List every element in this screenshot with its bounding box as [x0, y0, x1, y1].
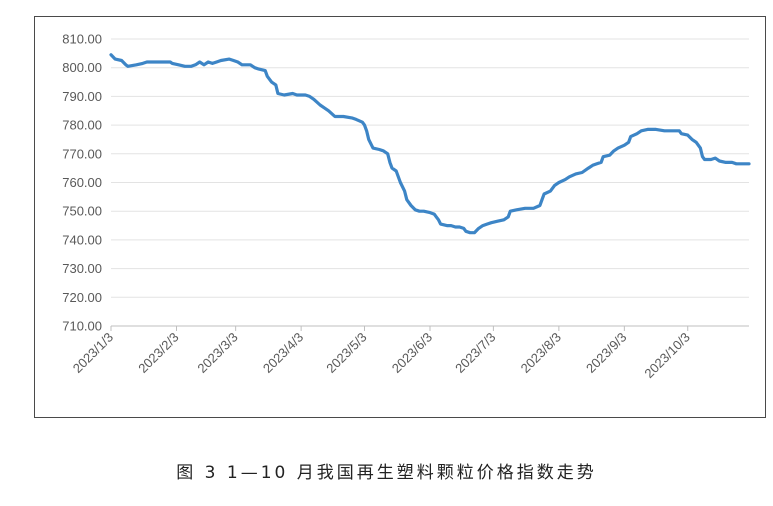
y-tick-label: 760.00: [62, 175, 102, 190]
y-tick-label: 790.00: [62, 89, 102, 104]
y-tick-label: 710.00: [62, 319, 102, 334]
x-tick-label: 2023/10/3: [641, 330, 693, 382]
series-line: [109, 53, 751, 235]
y-tick-label: 770.00: [62, 146, 102, 161]
y-tick-label: 810.00: [62, 32, 102, 47]
grid-lines: [111, 38, 749, 327]
series-layer: [109, 53, 751, 235]
y-tick-label: 800.00: [62, 60, 102, 75]
x-tick-label: 2023/6/3: [389, 330, 435, 376]
y-tick-label: 780.00: [62, 118, 102, 133]
x-tick-label: 2023/5/3: [323, 330, 369, 376]
y-tick-label: 740.00: [62, 232, 102, 247]
x-tick-label: 2023/1/3: [70, 330, 116, 376]
y-axis: 710.00 720.00 730.00 740.00 750.00 760.00 770.…: [62, 32, 102, 334]
x-tick-label: 2023/2/3: [135, 330, 181, 376]
x-tick-label: 2023/9/3: [583, 330, 629, 376]
y-tick-label: 750.00: [62, 204, 102, 219]
y-tick-label: 730.00: [62, 261, 102, 276]
x-tick-label: 2023/3/3: [194, 330, 240, 376]
x-tick-label: 2023/7/3: [452, 330, 498, 376]
chart-frame: 710.00 720.00 730.00 740.00 750.00 760.00 770.…: [34, 16, 766, 418]
x-axis: 2023/1/3 2023/2/3 2023/3/3 2023/4/3 2023/5/3…: [70, 326, 693, 381]
line-chart: 710.00 720.00 730.00 740.00 750.00 760.00 770.…: [62, 32, 751, 381]
x-tick-label: 2023/8/3: [518, 330, 564, 376]
y-tick-label: 720.00: [62, 290, 102, 305]
x-tick-label: 2023/4/3: [260, 330, 306, 376]
figure-caption: 图 3 1—10 月我国再生塑料颗粒价格指数走势: [176, 463, 597, 483]
